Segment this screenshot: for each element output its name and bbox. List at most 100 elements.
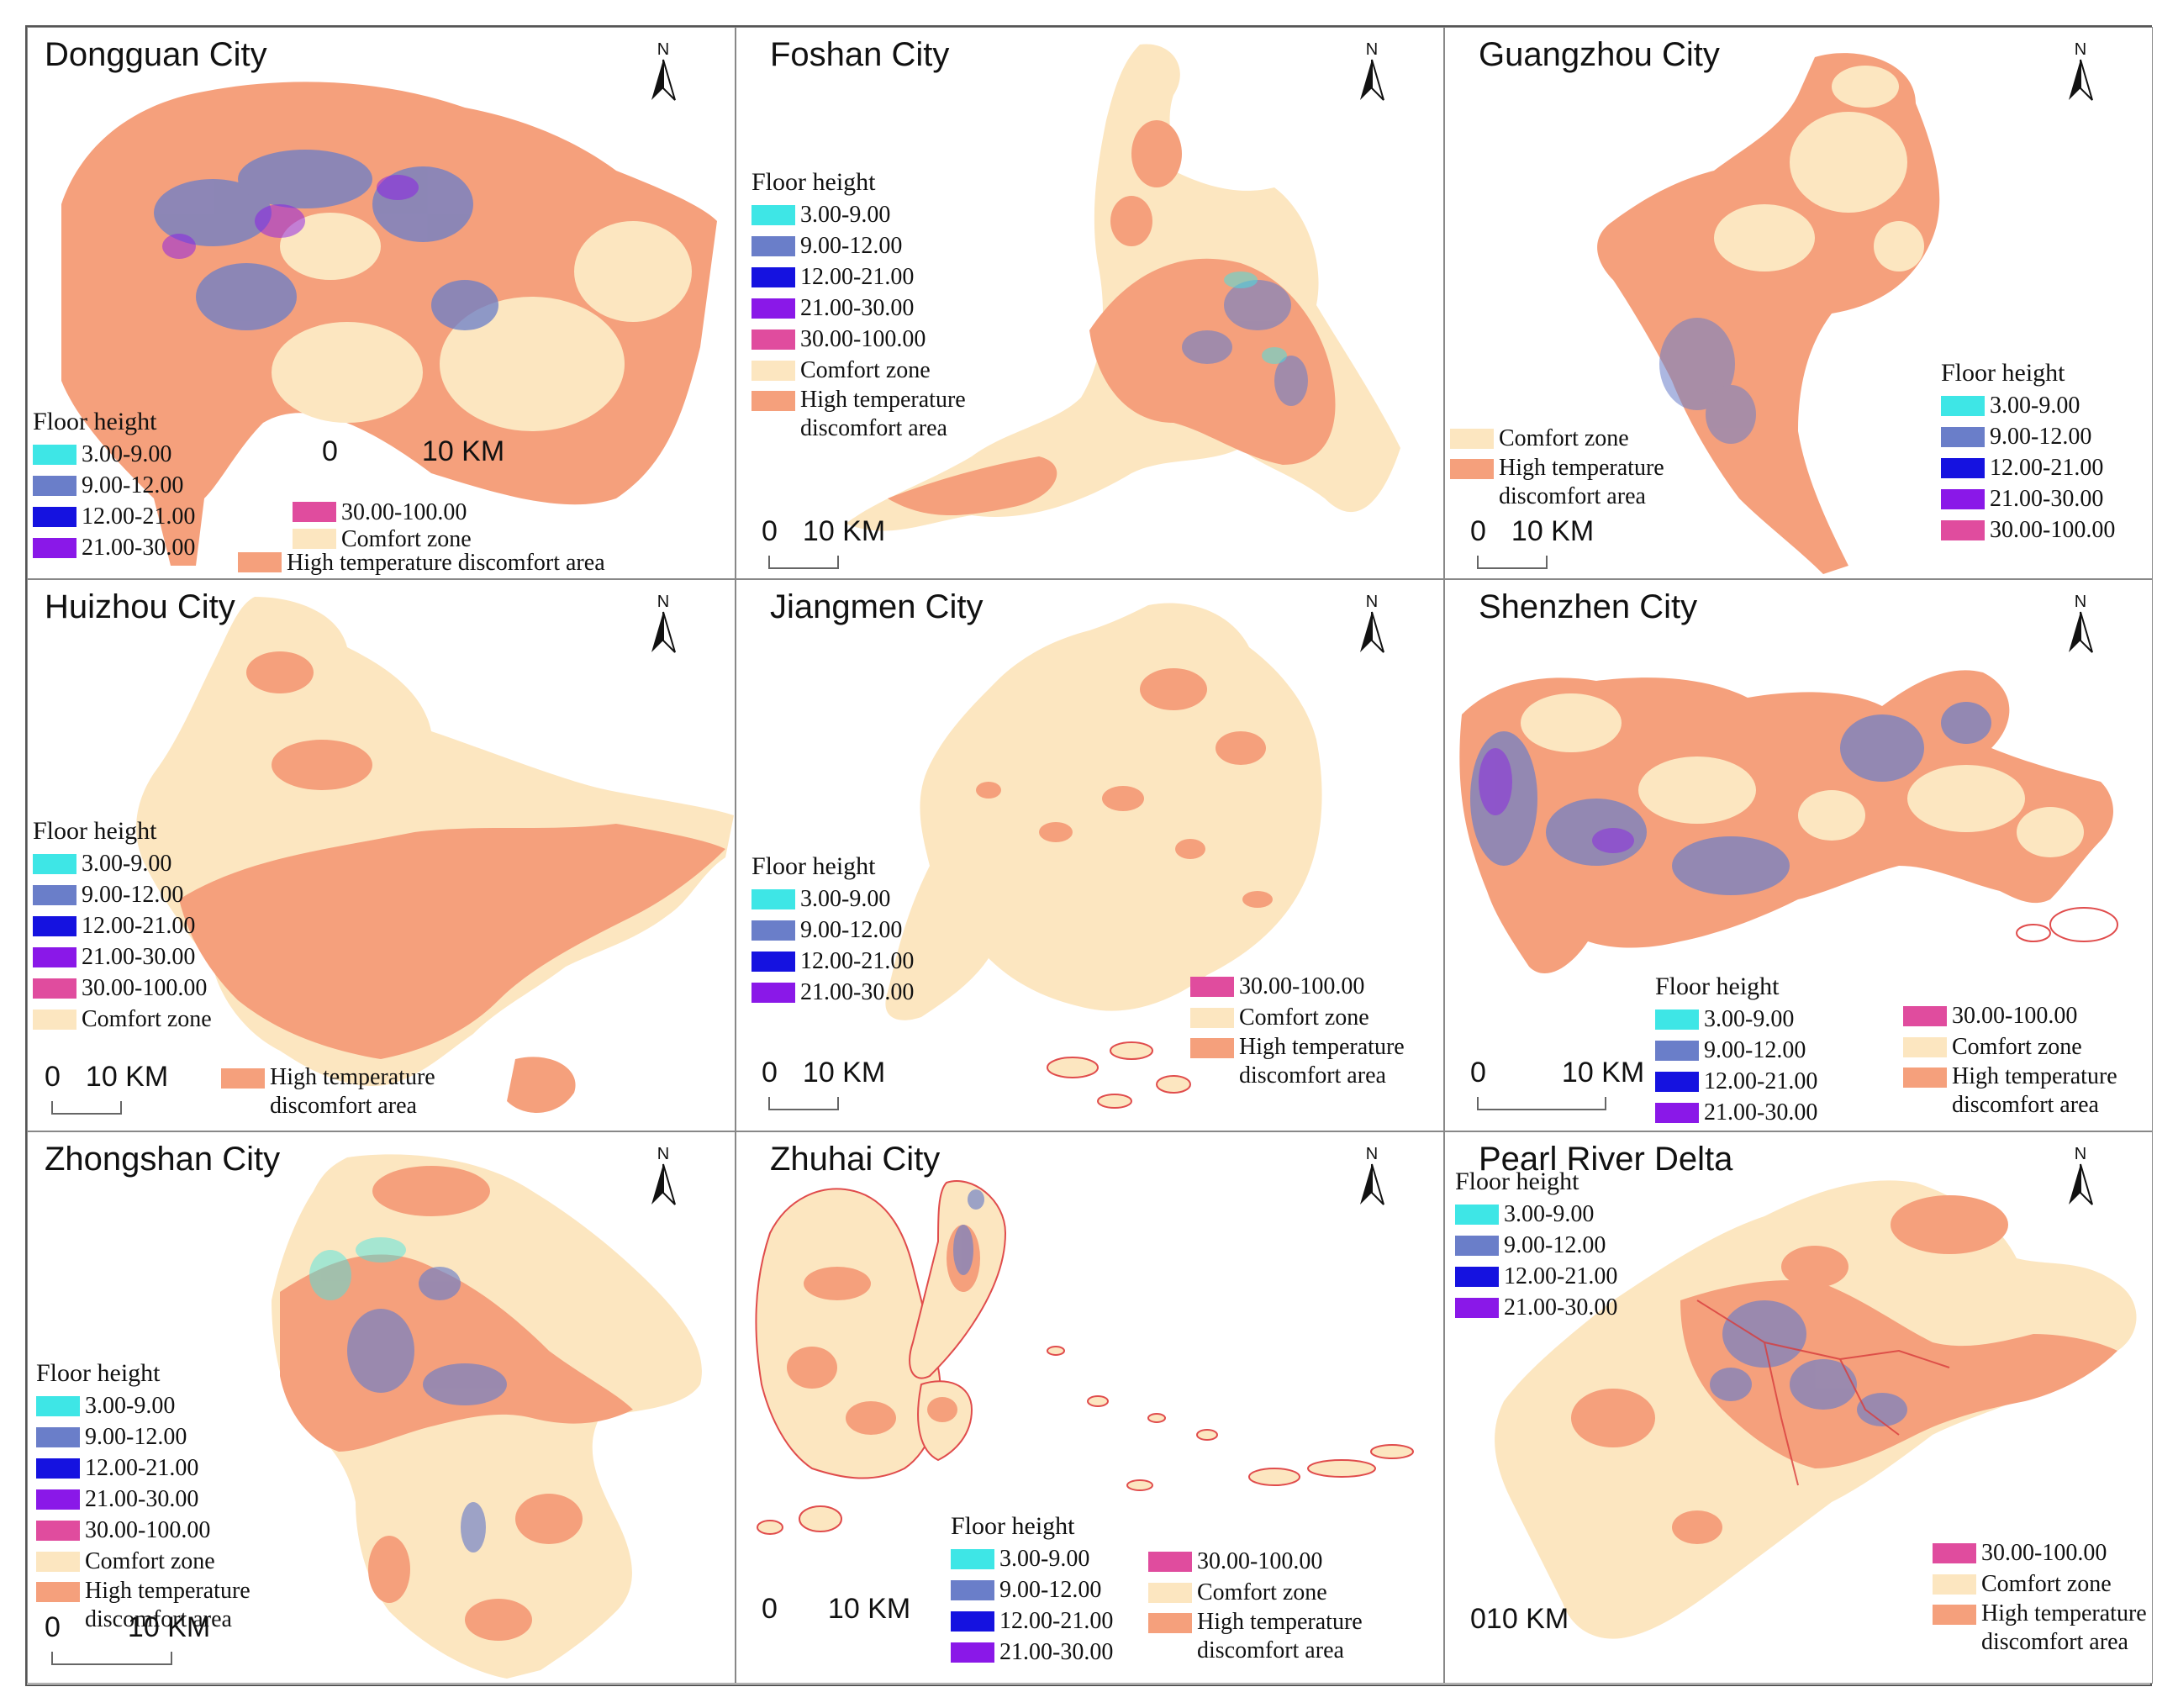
legend-item: 9.00-12.00	[751, 230, 966, 261]
scale-bar-line	[1477, 1097, 1606, 1110]
legend-swatch-icon	[751, 982, 795, 1003]
legend-item: 21.00-30.00	[36, 1484, 250, 1515]
scale-bar-line	[51, 1101, 122, 1115]
scale-bar-line	[1477, 556, 1548, 569]
legend-item: Comfort zone	[1190, 1002, 1405, 1033]
legend-item: 21.00-30.00	[1941, 483, 2115, 514]
legend-swatch-icon	[751, 235, 795, 256]
legend-swatch-icon	[951, 1548, 994, 1569]
legend-item: 9.00-12.00	[751, 915, 914, 946]
legend-swatch-icon	[238, 552, 282, 572]
legend-swatch-icon	[33, 946, 76, 967]
legend-item: 3.00-9.00	[36, 1390, 250, 1421]
legend-hot: High temperature discomfort area	[221, 1063, 435, 1120]
legend-item: 3.00-9.00	[1941, 390, 2115, 421]
legend-item: 3.00-9.00	[951, 1543, 1113, 1574]
legend-item: 9.00-12.00	[36, 1421, 250, 1452]
legend-item: 3.00-9.00	[1655, 1004, 1817, 1035]
legend-item: 9.00-12.00	[1655, 1035, 1817, 1066]
legend-item: 3.00-9.00	[33, 439, 195, 470]
legend-header: Floor height	[1941, 359, 2065, 387]
legend-item: Comfort zone	[1148, 1577, 1363, 1608]
legend-item: High temperature discomfort area	[1148, 1608, 1363, 1665]
scale-bar-line	[51, 1652, 172, 1665]
panel-title: Zhongshan City	[45, 1141, 281, 1178]
legend-swatch-icon	[751, 204, 795, 225]
legend-swatch-icon	[1148, 1613, 1192, 1633]
shenzhen-map	[1459, 670, 2118, 974]
panel-title: Shenzhen City	[1479, 588, 1698, 625]
legend-item: 9.00-12.00	[1455, 1230, 1617, 1261]
legend-swatch-icon	[221, 1068, 265, 1089]
legend-swatch-icon	[33, 506, 76, 527]
legend-item: 30.00-100.00	[1941, 514, 2115, 546]
panel-title: Dongguan City	[45, 36, 267, 73]
legend-swatch-icon	[1933, 1542, 1976, 1563]
legend-item: 3.00-9.00	[751, 883, 914, 915]
legend-swatch-icon	[1903, 1068, 1947, 1088]
legend: Floor height 3.00-9.00 9.00-12.00 12.00-…	[36, 1357, 250, 1634]
legend-swatch-icon	[1455, 1204, 1499, 1225]
north-arrow-icon	[651, 40, 676, 101]
legend-secondary: 30.00-100.00 Comfort zone High temperatu…	[1933, 1537, 2147, 1657]
legend-item: 21.00-30.00	[1455, 1292, 1617, 1323]
legend-swatch-icon	[751, 266, 795, 287]
legend-item: 21.00-30.00	[951, 1637, 1113, 1668]
panel-title: Pearl River Delta	[1479, 1141, 1733, 1178]
legend-header: Floor height	[33, 817, 157, 845]
legend-item: High temperature discomfort area	[238, 549, 605, 576]
legend-item: High temperature discomfort area	[1450, 454, 1664, 511]
legend-swatch-icon	[1148, 1582, 1192, 1603]
panel-shenzhen: Shenzhen City Floor height 3.00-9.00 9.0…	[1444, 579, 2153, 1131]
legend-swatch-icon	[751, 360, 795, 381]
legend-header: Floor height	[751, 852, 876, 880]
legend-item: 30.00-100.00	[751, 324, 966, 355]
legend-item: 21.00-30.00	[751, 977, 914, 1008]
panel-jiangmen: Jiangmen City Floor height 3.00-9.00 9.0…	[736, 579, 1444, 1131]
legend-item: 30.00-100.00	[33, 973, 212, 1004]
legend-swatch-icon	[1190, 1038, 1234, 1058]
legend: Floor height 3.00-9.00 9.00-12.00 12.00-…	[1941, 357, 2115, 546]
legend-swatch-icon	[1655, 1102, 1699, 1123]
legend-item: High temperature discomfort area	[221, 1063, 435, 1120]
legend-swatch-icon	[36, 1551, 80, 1572]
legend-secondary: 30.00-100.00 Comfort zone High temperatu…	[1190, 971, 1405, 1090]
legend-secondary: 30.00-100.00 Comfort zone	[293, 498, 472, 552]
legend: Floor height 3.00-9.00 9.00-12.00 12.00-…	[751, 851, 914, 1008]
legend-swatch-icon	[1655, 1071, 1699, 1092]
legend-secondary: 30.00-100.00 Comfort zone High temperatu…	[1148, 1546, 1363, 1665]
panel-title: Guangzhou City	[1479, 36, 1720, 73]
legend-item: 12.00-21.00	[33, 501, 195, 532]
legend-swatch-icon	[36, 1395, 80, 1416]
legend-swatch-icon	[36, 1520, 80, 1541]
legend-swatch-icon	[33, 1009, 76, 1030]
legend-swatch-icon	[1933, 1574, 1976, 1595]
zhongshan-map	[272, 1154, 702, 1679]
legend-item: High temperature discomfort area	[1933, 1600, 2147, 1657]
legend-swatch-icon	[33, 537, 76, 558]
huizhou-map	[136, 597, 735, 1113]
legend-swatch-icon	[33, 853, 76, 874]
legend-swatch-icon	[1903, 1005, 1947, 1026]
legend-item: 30.00-100.00	[36, 1515, 250, 1546]
legend-item: 12.00-21.00	[33, 910, 212, 941]
legend-header: Floor height	[1655, 973, 1780, 1000]
legend-swatch-icon	[751, 391, 795, 411]
legend-swatch-icon	[1148, 1551, 1192, 1572]
jiangmen-map	[885, 603, 1322, 1109]
north-arrow-icon	[1359, 1144, 1384, 1205]
legend-item: High temperature discomfort area	[36, 1577, 250, 1634]
legend: Floor height 3.00-9.00 9.00-12.00 12.00-…	[1455, 1166, 1617, 1323]
legend: Floor height 3.00-9.00 9.00-12.00 12.00-…	[1655, 971, 1817, 1128]
legend-item: 12.00-21.00	[1655, 1066, 1817, 1097]
legend-item: 3.00-9.00	[751, 199, 966, 230]
panel-zhongshan: Zhongshan City Floor height 3.00-9.00 9.…	[27, 1131, 736, 1684]
legend-item: 21.00-30.00	[1655, 1097, 1817, 1128]
legend-swatch-icon	[1933, 1605, 1976, 1625]
legend-swatch-icon	[1941, 395, 1985, 416]
panel-guangzhou: Guangzhou City Floor height 3.00-9.00 9.…	[1444, 27, 2153, 579]
legend-swatch-icon	[33, 444, 76, 465]
